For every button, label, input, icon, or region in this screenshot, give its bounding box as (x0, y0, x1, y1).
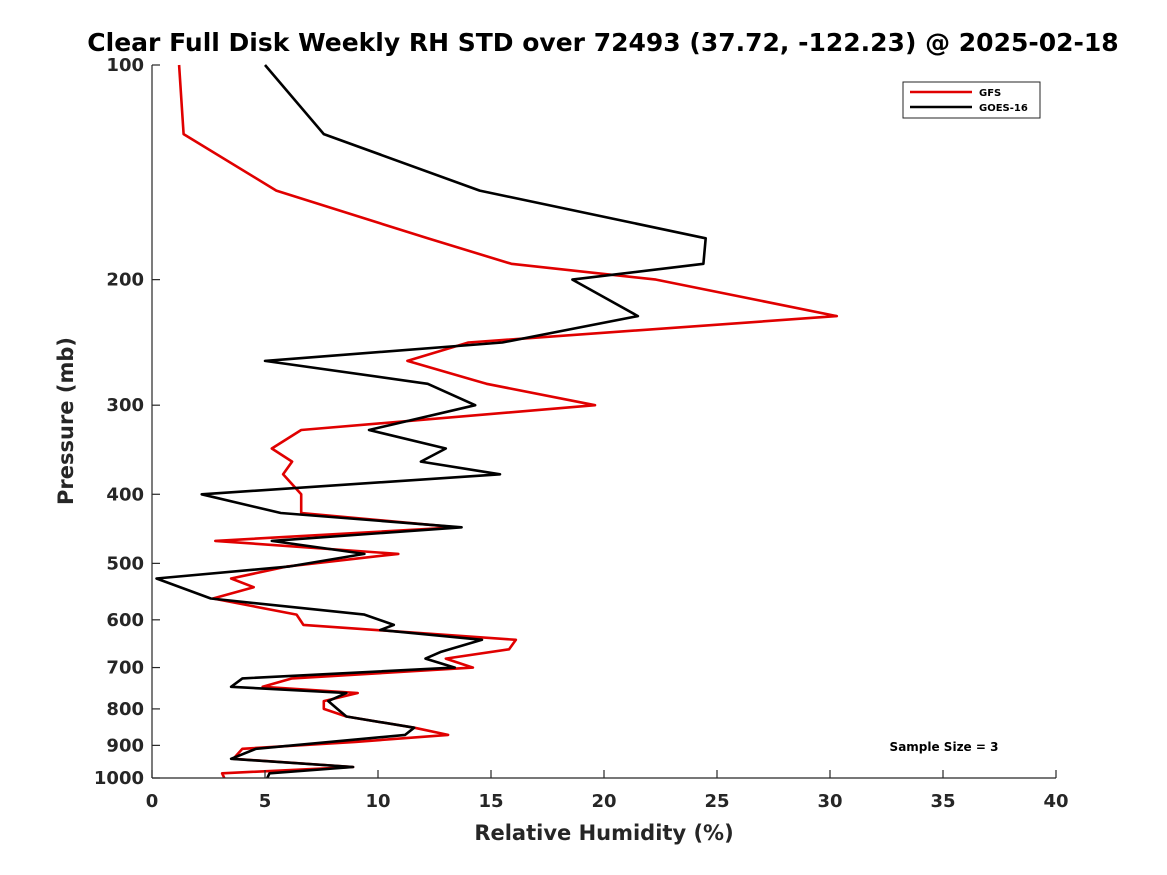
x-tick-label: 0 (146, 791, 159, 812)
legend: GFS GOES-16 (902, 81, 1041, 119)
x-tick-label: 5 (259, 791, 272, 812)
y-tick-label: 500 (106, 553, 144, 574)
x-tick-label: 20 (591, 791, 616, 812)
series-layer (155, 64, 839, 779)
y-tick-label: 800 (106, 699, 144, 720)
y-tick-label: 400 (106, 484, 144, 505)
y-tick-label: 600 (106, 610, 144, 631)
legend-label-goes16: GOES-16 (979, 103, 1028, 114)
series-line-gfs (177, 64, 839, 779)
sample-size-annotation: Sample Size = 3 (890, 740, 999, 754)
x-tick-label: 30 (817, 791, 842, 812)
y-tick-label: 1000 (94, 768, 144, 789)
y-tick-label: 900 (106, 735, 144, 756)
legend-label-gfs: GFS (979, 88, 1001, 99)
x-ticks: 0 5 10 15 20 25 30 35 40 (146, 770, 1069, 812)
chart-title: Clear Full Disk Weekly RH STD over 72493… (87, 28, 1118, 57)
x-axis-label: Relative Humidity (%) (474, 821, 733, 845)
legend-box (902, 81, 1041, 119)
y-axis-label: Pressure (mb) (54, 337, 78, 505)
y-tick-label: 300 (106, 395, 144, 416)
x-tick-label: 15 (478, 791, 503, 812)
y-tick-label: 100 (106, 55, 144, 76)
x-tick-label: 40 (1043, 791, 1068, 812)
axes (151, 65, 1056, 779)
x-tick-label: 25 (704, 791, 729, 812)
x-tick-label: 35 (930, 791, 955, 812)
x-tick-label: 10 (365, 791, 390, 812)
series-line-goes-16 (155, 64, 708, 779)
y-tick-label: 700 (106, 658, 144, 679)
y-tick-label: 200 (106, 270, 144, 291)
y-ticks: 100 200 300 400 500 600 700 800 900 1000 (94, 55, 160, 789)
